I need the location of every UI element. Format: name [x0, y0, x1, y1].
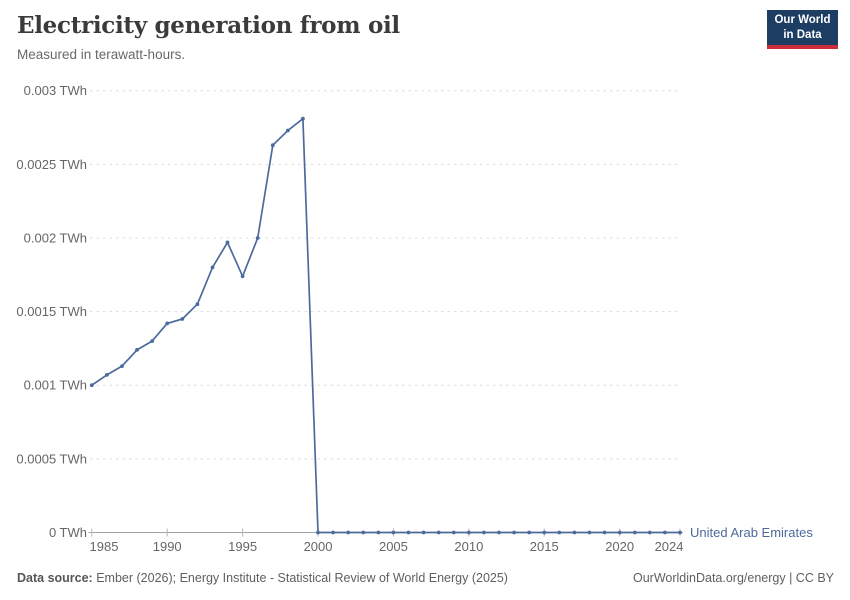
data-point-marker [150, 339, 155, 343]
data-point-marker [255, 236, 260, 240]
x-axis-tick-label: 2010 [454, 539, 483, 554]
data-point-marker [497, 530, 501, 535]
x-axis-tick-label: 2024 [655, 539, 684, 554]
data-point-marker [391, 530, 396, 535]
data-point-marker [120, 364, 124, 368]
x-axis-tick-label: 2015 [530, 539, 559, 554]
data-point-marker [436, 530, 441, 535]
data-source-note: Data source: Ember (2026); Energy Instit… [17, 571, 508, 585]
data-source-label: Data source: [17, 571, 93, 585]
data-point-marker [451, 530, 456, 535]
data-point-marker [678, 530, 682, 535]
y-axis-tick-label: 0.0015 TWh [16, 304, 87, 319]
x-axis-tick-label: 1995 [228, 539, 257, 554]
owid-logo-line1: Our World [774, 14, 831, 27]
data-point-marker [331, 530, 335, 535]
y-axis-tick-label: 0.003 TWh [24, 83, 87, 98]
owid-logo-line2: in Data [783, 28, 822, 41]
data-point-marker [165, 321, 170, 326]
x-axis-tick-label: 2020 [605, 539, 634, 554]
x-axis-tick-label: 2000 [304, 539, 333, 554]
data-point-marker [632, 530, 637, 535]
data-point-marker [421, 530, 426, 535]
data-point-marker [406, 530, 411, 535]
y-axis-tick-label: 0 TWh [49, 525, 87, 540]
data-point-marker [361, 530, 366, 535]
x-axis-tick-label: 2005 [379, 539, 408, 554]
data-point-marker [316, 530, 320, 535]
data-point-marker [180, 317, 185, 321]
data-point-marker [105, 373, 109, 377]
data-point-marker [270, 143, 275, 148]
y-axis-tick-label: 0.001 TWh [24, 378, 87, 393]
chart-footer: Data source: Ember (2026); Energy Instit… [17, 571, 834, 585]
chart-subtitle: Measured in terawatt-hours. [17, 47, 186, 63]
data-point-marker [647, 530, 652, 535]
data-point-marker [467, 530, 471, 535]
data-point-marker [587, 530, 592, 535]
x-axis-tick-label: 1990 [153, 539, 182, 554]
data-point-marker [482, 530, 486, 535]
y-axis-tick-label: 0.002 TWh [24, 230, 87, 245]
data-point-marker [602, 530, 607, 535]
license-credit[interactable]: OurWorldinData.org/energy | CC BY [632, 571, 834, 585]
data-point-marker [376, 530, 381, 535]
data-point-marker [542, 530, 547, 535]
page-title: Electricity generation from oil [17, 12, 400, 39]
chart-header: Electricity generation from oil Measured… [17, 12, 750, 63]
data-point-marker [527, 530, 532, 535]
x-axis-tick-label: 1985 [90, 539, 119, 554]
y-axis-tick-label: 0.0005 TWh [16, 451, 87, 466]
data-point-marker [663, 530, 667, 535]
entity-label[interactable]: United Arab Emirates [690, 525, 813, 540]
data-line[interactable] [90, 117, 681, 534]
data-point-marker [286, 128, 290, 133]
data-point-marker [89, 383, 94, 388]
data-point-marker [240, 274, 245, 279]
data-point-marker [557, 530, 562, 535]
data-point-marker [210, 265, 215, 270]
data-source-text: Ember (2026); Energy Institute - Statist… [92, 571, 508, 585]
data-point-marker [135, 348, 139, 352]
data-point-marker [225, 240, 230, 245]
data-point-marker [346, 530, 351, 535]
data-point-marker [512, 530, 516, 535]
data-point-marker [572, 530, 577, 535]
y-axis-tick-label: 0.0025 TWh [16, 157, 87, 172]
data-point-marker [301, 116, 305, 121]
data-point-marker [617, 530, 622, 535]
owid-logo[interactable]: Our World in Data [767, 10, 838, 49]
data-point-marker [195, 302, 200, 307]
